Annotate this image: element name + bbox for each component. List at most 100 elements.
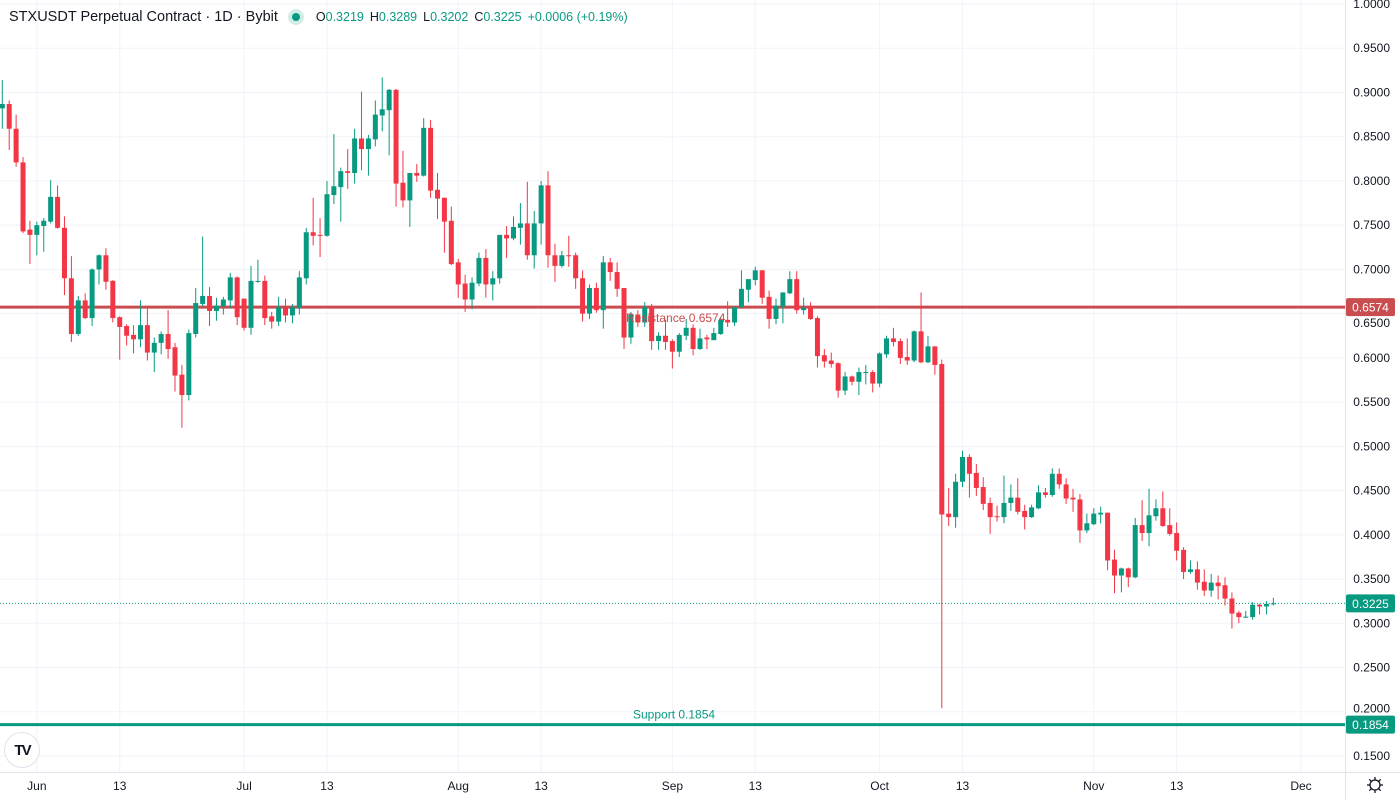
candle [110, 280, 116, 323]
candle [552, 243, 558, 282]
price-axis-bg [1345, 0, 1400, 800]
candle [359, 91, 365, 171]
candle [766, 290, 772, 329]
candle-body [1070, 497, 1076, 500]
candle-body [946, 513, 952, 518]
candle-body [842, 376, 848, 391]
grid [0, 0, 1345, 772]
candle [773, 298, 779, 325]
candle [213, 297, 219, 321]
candle [649, 303, 655, 350]
candle-body [469, 282, 475, 300]
open-label: O [315, 10, 326, 24]
price-tick-label: 0.7000 [1353, 262, 1390, 276]
candle-body [828, 360, 834, 365]
candle [586, 284, 592, 319]
candle-body [1118, 568, 1124, 576]
price-tick-label: 0.8500 [1353, 130, 1390, 144]
candle-body [137, 325, 143, 340]
candle [1201, 569, 1207, 596]
candle [1042, 487, 1048, 498]
candle [131, 325, 137, 354]
candle-body [89, 269, 95, 319]
candle [1029, 504, 1035, 519]
candle [1022, 504, 1028, 530]
candle-body [787, 279, 793, 294]
candle-body [1111, 559, 1117, 576]
candle-body [1257, 604, 1263, 607]
candle-body [635, 314, 641, 323]
candle-body [932, 346, 938, 365]
candle-body [780, 292, 786, 307]
candle-body [338, 171, 344, 188]
candle [41, 218, 47, 252]
settings-gear-icon[interactable] [1366, 776, 1384, 794]
candle-body [1139, 525, 1145, 534]
candle [407, 172, 413, 227]
candle [966, 454, 972, 498]
candle [939, 359, 945, 709]
candle [400, 150, 406, 208]
candle [918, 292, 924, 364]
candle [801, 297, 807, 315]
candle [469, 277, 475, 310]
candle [421, 118, 427, 177]
level-labels: Resistance 0.6574 Support 0.1854 [626, 311, 726, 722]
candle-body [1015, 497, 1021, 512]
candle [220, 296, 226, 315]
candle [904, 338, 910, 365]
price-tick-label: 0.9000 [1353, 85, 1390, 99]
candle-body [428, 127, 434, 191]
candle-body [849, 376, 855, 382]
candle [179, 364, 185, 428]
candle-body [821, 355, 827, 362]
candle-body [1091, 513, 1097, 525]
candle [27, 220, 33, 265]
time-axis[interactable]: Jun 13 Jul 13 Aug 13 Sep 13 Oct 13 Nov 13 Dec [27, 779, 1312, 793]
candle [987, 497, 993, 534]
candle [379, 77, 385, 132]
open-value: 0.3219 [325, 10, 364, 24]
candle-body [752, 270, 758, 281]
candle-body [725, 319, 731, 323]
candle-body [649, 307, 655, 342]
tradingview-logo-icon[interactable]: TV [4, 732, 40, 768]
candle [1222, 577, 1228, 606]
candle [1056, 468, 1062, 489]
candle [510, 216, 516, 241]
candle-body [345, 171, 351, 173]
time-tick-label: Oct [870, 779, 889, 793]
candle [324, 180, 330, 237]
price-axis[interactable]: 0.1500 0.2000 0.2500 0.3000 0.3500 0.4000 0.45… [1353, 0, 1390, 763]
candle [1153, 499, 1159, 521]
candle [559, 250, 565, 268]
candle [386, 88, 392, 156]
candle-body [1029, 507, 1035, 518]
candle [690, 324, 696, 356]
candle [48, 180, 54, 224]
candle-body [1194, 569, 1200, 583]
candle-body [504, 234, 510, 239]
candle-body [193, 303, 199, 334]
candle-body [200, 295, 206, 304]
candle-body [607, 262, 613, 273]
candle [497, 234, 503, 284]
candle-body [186, 333, 192, 396]
candle [207, 287, 213, 327]
candle [186, 329, 192, 401]
candle-body [296, 277, 302, 309]
candle [13, 114, 19, 167]
candle-body [393, 89, 399, 184]
candle-body [524, 223, 530, 256]
symbol-title[interactable]: STXUSDT Perpetual Contract · 1D · Bybit [9, 9, 278, 25]
candle-body [552, 255, 558, 266]
candle-body [220, 299, 226, 307]
candle-body [1098, 512, 1104, 515]
candle [462, 274, 468, 312]
candle [662, 319, 668, 350]
candle [545, 171, 551, 268]
candle-body [1153, 508, 1159, 517]
candle-body [573, 255, 579, 279]
candle-body [269, 316, 275, 322]
